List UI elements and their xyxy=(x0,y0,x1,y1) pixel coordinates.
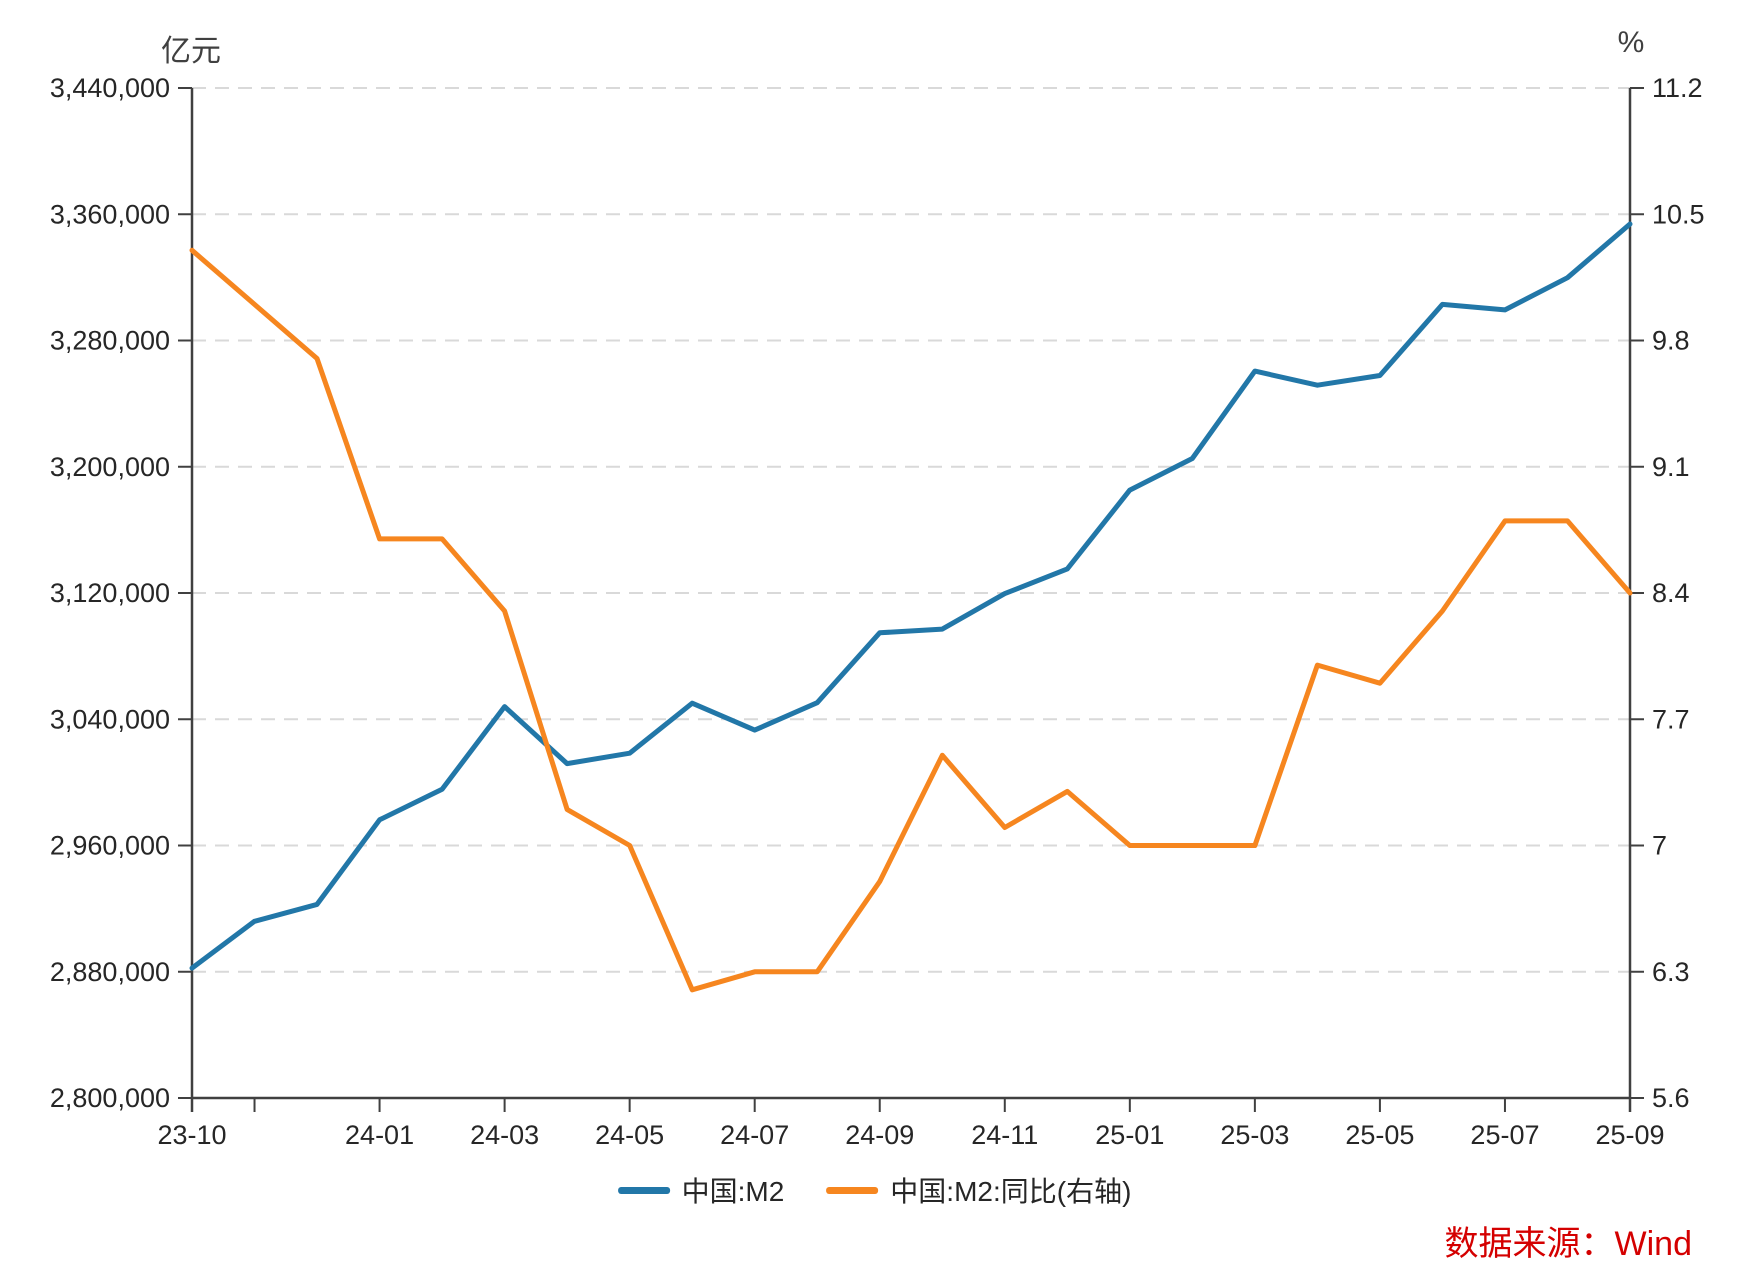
m2-line-swatch xyxy=(617,1186,670,1194)
x-axis-tick-label: 24-01 xyxy=(345,1120,414,1150)
x-axis-tick-label: 25-01 xyxy=(1095,1120,1164,1150)
x-axis-tick-label: 24-05 xyxy=(595,1120,664,1150)
m2-yoy-line-swatch xyxy=(826,1186,879,1194)
y-axis-left-tick-label: 3,200,000 xyxy=(50,452,170,482)
chart-legend: 中国:M2 中国:M2:同比(右轴) xyxy=(617,1170,1131,1210)
y-axis-left-tick-label: 2,960,000 xyxy=(50,831,170,861)
x-axis-tick-label: 25-05 xyxy=(1345,1120,1414,1150)
y-axis-right-tick-label: 6.3 xyxy=(1652,957,1690,987)
x-axis-tick-label: 25-03 xyxy=(1220,1120,1289,1150)
x-axis-tick-label: 25-07 xyxy=(1470,1120,1539,1150)
data-source-note: 数据来源：Wind xyxy=(1444,1225,1692,1263)
x-axis-tick-label: 23-10 xyxy=(157,1120,226,1150)
m2-yoy-line xyxy=(189,247,1633,993)
legend-item-m2-yoy: 中国:M2:同比(右轴) xyxy=(826,1170,1131,1210)
m2-yoy-legend-label: 中国:M2:同比(右轴) xyxy=(890,1176,1132,1207)
m2-legend-label: 中国:M2 xyxy=(681,1176,785,1207)
y-axis-left-tick-label: 2,800,000 xyxy=(50,1083,170,1113)
y-axis-right-tick-label: 9.8 xyxy=(1652,326,1690,356)
y-axis-left-tick-label: 2,880,000 xyxy=(50,957,170,987)
left-axis-unit-label: 亿元 xyxy=(161,35,221,68)
legend-item-m2: 中国:M2 xyxy=(617,1170,785,1210)
y-axis-left-tick-label: 3,040,000 xyxy=(50,704,170,734)
y-axis-left-tick-label: 3,360,000 xyxy=(50,199,170,229)
y-axis-right-tick-label: 7 xyxy=(1652,831,1667,861)
x-axis-tick-label: 24-03 xyxy=(470,1120,539,1150)
x-axis-tick-label: 24-07 xyxy=(720,1120,789,1150)
y-axis-right-tick-label: 11.2 xyxy=(1652,73,1703,103)
y-axis-right-tick-label: 9.1 xyxy=(1652,452,1690,482)
m2-line xyxy=(189,221,1633,971)
x-axis-tick-label: 24-09 xyxy=(845,1120,914,1150)
right-axis-unit-label: % xyxy=(1617,26,1645,59)
y-axis-right-tick-label: 8.4 xyxy=(1652,578,1690,608)
y-axis-left-tick-label: 3,280,000 xyxy=(50,326,170,356)
y-axis-right-tick-label: 7.7 xyxy=(1652,704,1690,734)
y-axis-left-tick-label: 3,440,000 xyxy=(50,73,170,103)
y-axis-right-tick-label: 10.5 xyxy=(1652,199,1705,229)
y-axis-right-tick-label: 5.6 xyxy=(1652,1083,1690,1113)
x-axis-tick-label: 24-11 xyxy=(971,1120,1038,1150)
x-axis-tick-label: 25-09 xyxy=(1595,1120,1664,1150)
y-axis-left-tick-label: 3,120,000 xyxy=(50,578,170,608)
